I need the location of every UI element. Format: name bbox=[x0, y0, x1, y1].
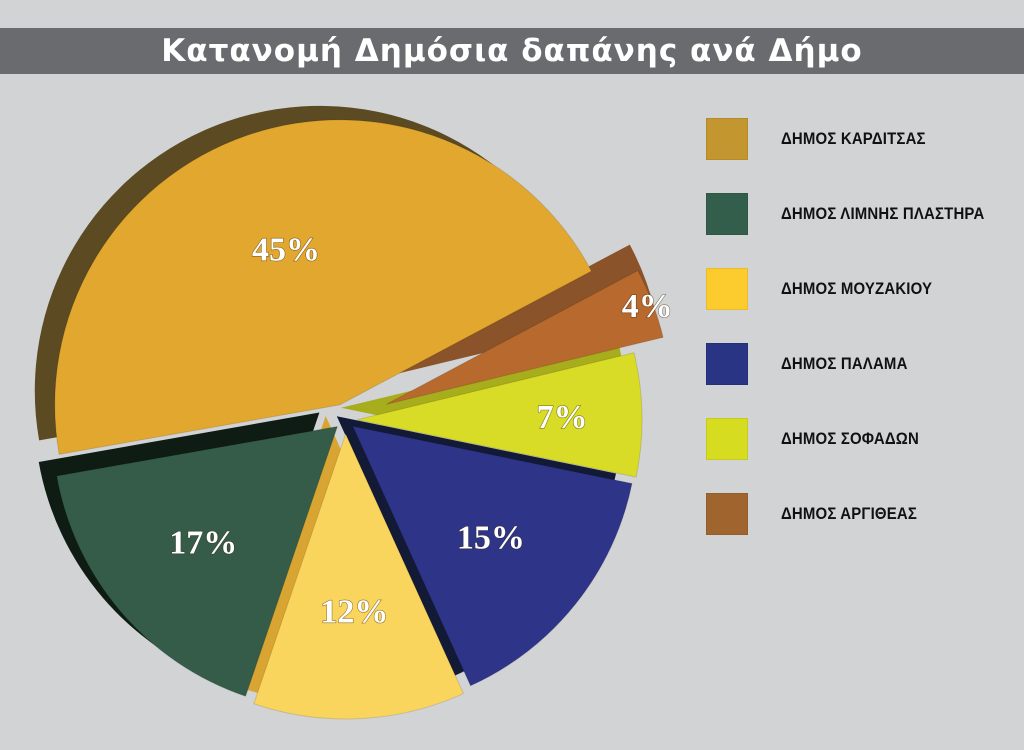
legend-item-palamas: ΔΗΜΟΣ ΠΑΛΑΜΑ bbox=[706, 343, 1016, 385]
slice-label-1: 17% bbox=[169, 524, 237, 561]
legend-item-karditsa: ΔΗΜΟΣ ΚΑΡΔΙΤΣΑΣ bbox=[706, 118, 1016, 160]
slice-5 bbox=[385, 269, 664, 405]
legend-swatch bbox=[706, 193, 748, 235]
slice-1 bbox=[56, 425, 339, 697]
legend-swatch bbox=[706, 118, 748, 160]
legend-swatch bbox=[706, 268, 748, 310]
legend-label: ΔΗΜΟΣ ΑΡΓΙΘΕΑΣ bbox=[781, 504, 918, 523]
legend-item-sofades: ΔΗΜΟΣ ΣΟΦΑΔΩΝ bbox=[706, 418, 1016, 460]
legend-swatch bbox=[706, 418, 748, 460]
pie-labels: 45% 4% 7% 15% 12% 17% bbox=[169, 231, 674, 631]
legend: ΔΗΜΟΣ ΚΑΡΔΙΤΣΑΣ ΔΗΜΟΣ ΛΙΜΝΗΣ ΠΛΑΣΤΗΡΑ ΔΗ… bbox=[706, 118, 1016, 568]
legend-item-argithea: ΔΗΜΟΣ ΑΡΓΙΘΕΑΣ bbox=[706, 493, 1016, 535]
slice-0 bbox=[54, 119, 593, 455]
legend-label: ΔΗΜΟΣ ΣΟΦΑΔΩΝ bbox=[781, 429, 919, 448]
legend-item-plastira: ΔΗΜΟΣ ΛΙΜΝΗΣ ΠΛΑΣΤΗΡΑ bbox=[706, 193, 1016, 235]
pie-chart: 45% 4% 7% 15% 12% 17% bbox=[34, 105, 674, 720]
legend-label: ΔΗΜΟΣ ΚΑΡΔΙΤΣΑΣ bbox=[781, 129, 926, 148]
legend-label: ΔΗΜΟΣ ΜΟΥΖΑΚΙΟΥ bbox=[781, 279, 933, 298]
title-bar: Κατανομή Δημόσια δαπάνης ανά Δήμο bbox=[0, 28, 1024, 74]
legend-label: ΔΗΜΟΣ ΠΑΛΑΜΑ bbox=[781, 354, 908, 373]
slice-2 bbox=[253, 432, 465, 720]
slice-3 bbox=[351, 425, 633, 687]
slice-label-4: 7% bbox=[537, 399, 588, 436]
pie-top-faces bbox=[54, 119, 664, 720]
slice-4 bbox=[356, 352, 643, 478]
legend-label: ΔΗΜΟΣ ΛΙΜΝΗΣ ΠΛΑΣΤΗΡΑ bbox=[781, 204, 985, 223]
legend-item-mouzaki: ΔΗΜΟΣ ΜΟΥΖΑΚΙΟΥ bbox=[706, 268, 1016, 310]
slice-label-2: 12% bbox=[320, 593, 388, 630]
legend-swatch bbox=[706, 343, 748, 385]
chart-title: Κατανομή Δημόσια δαπάνης ανά Δήμο bbox=[161, 33, 863, 69]
slice-label-0: 45% bbox=[252, 232, 320, 269]
slice-label-5: 4% bbox=[622, 288, 673, 325]
slice-label-3: 15% bbox=[457, 519, 525, 556]
legend-swatch bbox=[706, 493, 748, 535]
